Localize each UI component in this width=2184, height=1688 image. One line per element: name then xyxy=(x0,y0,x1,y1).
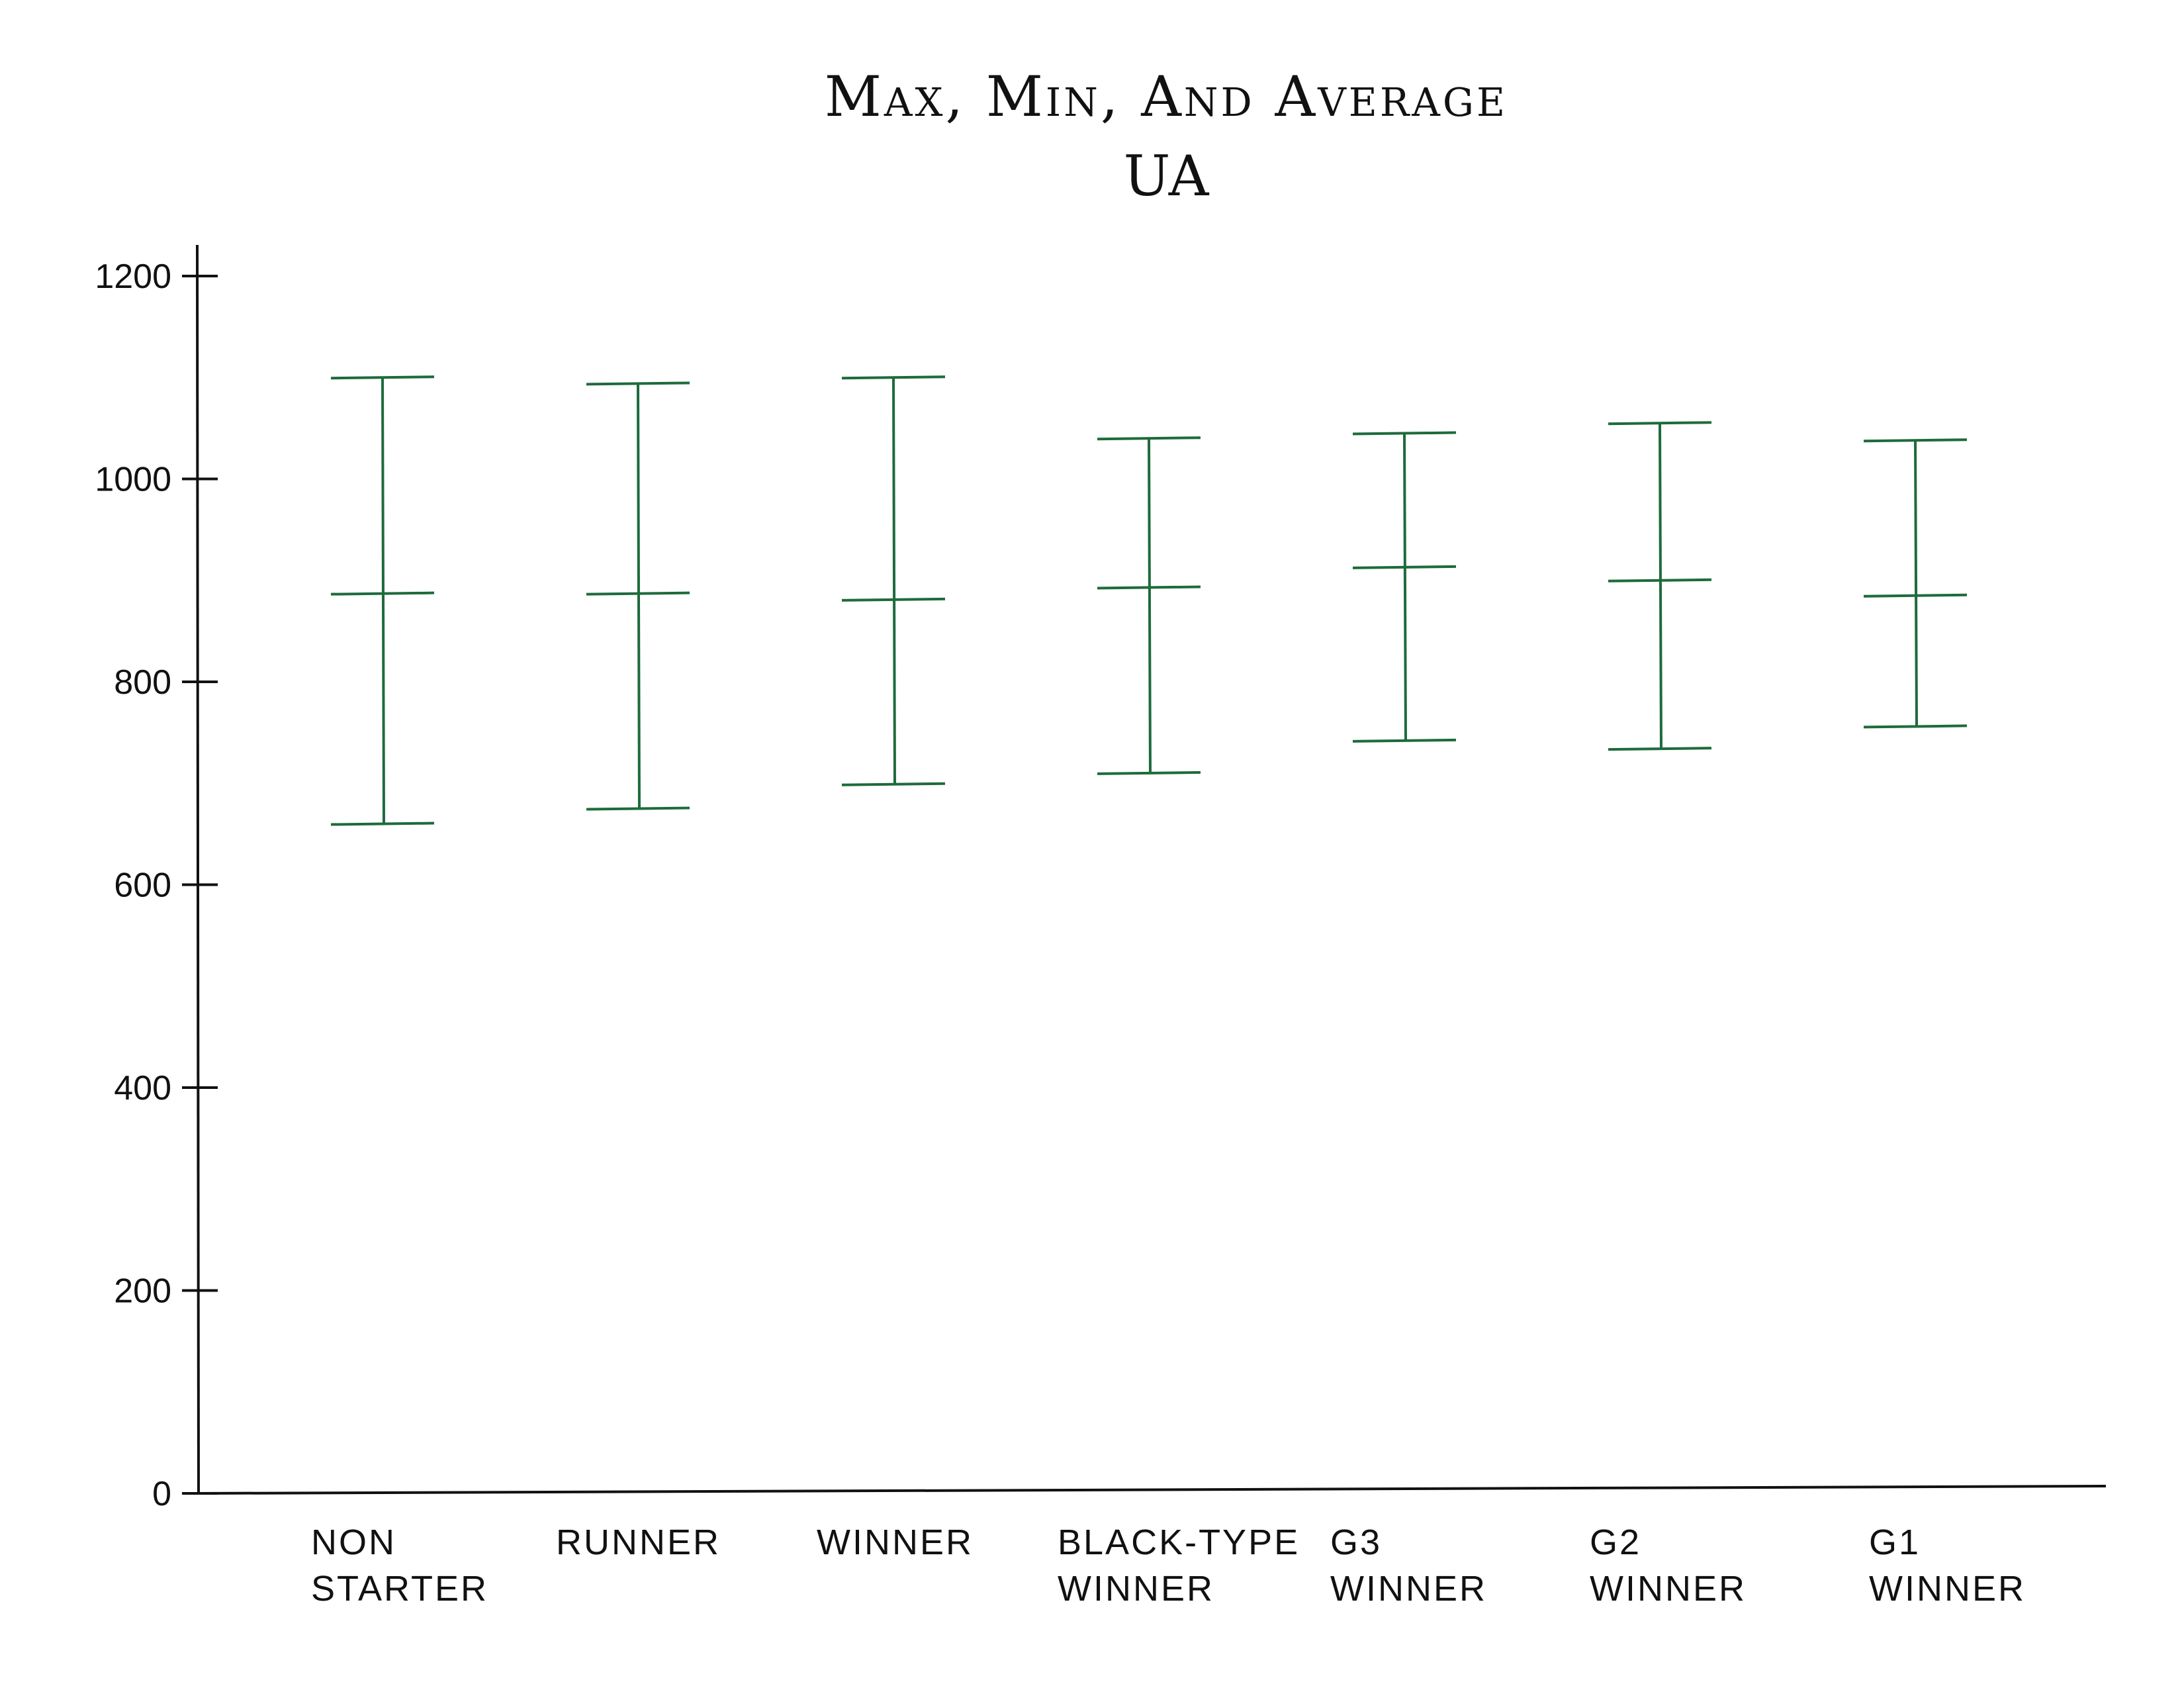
x-tick-label-line: G2 xyxy=(1590,1523,1641,1562)
average-mark xyxy=(1097,585,1201,590)
y-tick-label: 1200 xyxy=(95,258,171,296)
x-axis xyxy=(198,1485,2107,1495)
error-bar xyxy=(1097,436,1201,775)
range-line xyxy=(381,377,385,824)
max-cap xyxy=(1608,421,1712,426)
average-mark xyxy=(586,591,690,596)
min-cap xyxy=(1352,738,1457,743)
x-tick-label: G1 WINNER xyxy=(1869,1523,2026,1609)
chart-title: Max, Min, And Average xyxy=(825,64,1508,129)
y-tick-label: 600 xyxy=(114,867,171,905)
error-bar xyxy=(841,375,946,786)
range-line xyxy=(1914,440,1918,727)
y-tick-label: 0 xyxy=(152,1475,171,1513)
max-cap xyxy=(841,375,946,380)
average-mark xyxy=(330,591,435,596)
x-tick-label-line: STARTER xyxy=(311,1569,488,1609)
x-tick-label-line: WINNER xyxy=(1590,1569,1747,1609)
y-tick-label: 1000 xyxy=(95,461,171,499)
x-tick-label: RUNNER xyxy=(556,1523,721,1562)
min-cap xyxy=(1863,724,1968,729)
average-mark xyxy=(1608,578,1712,583)
x-tick-label-line: WINNER xyxy=(1869,1569,2026,1609)
x-tick-label-line: WINNER xyxy=(817,1523,974,1562)
max-cap xyxy=(1097,436,1201,441)
axes xyxy=(196,244,2107,1495)
x-tick-label-line: G3 xyxy=(1330,1523,1382,1562)
x-tick-label-line: RUNNER xyxy=(556,1523,721,1562)
error-bar xyxy=(1608,421,1712,751)
x-tick-label: NON STARTER xyxy=(311,1523,488,1609)
range-line xyxy=(892,377,896,784)
x-tick-label-line: NON xyxy=(311,1523,396,1562)
y-ticks: 0 200 400 600 800 1000 1200 xyxy=(95,258,218,1513)
error-bars xyxy=(330,375,1968,826)
x-tick-label: G2 WINNER xyxy=(1590,1523,1747,1609)
range-line xyxy=(637,383,641,809)
average-mark xyxy=(841,597,946,602)
x-tick-label-line: BLACK-TYPE xyxy=(1058,1523,1300,1562)
error-bar xyxy=(330,375,435,826)
chart-subtitle: UA xyxy=(1124,144,1210,209)
min-cap xyxy=(330,821,435,826)
max-cap xyxy=(330,375,435,380)
max-cap xyxy=(1863,438,1968,443)
min-cap xyxy=(1097,771,1201,775)
average-mark xyxy=(1863,593,1968,598)
min-cap xyxy=(1608,747,1712,751)
y-axis xyxy=(196,244,200,1494)
y-tick-label: 400 xyxy=(114,1069,171,1107)
range-line xyxy=(1148,438,1152,773)
y-tick-label: 200 xyxy=(114,1272,171,1311)
y-tick-label: 800 xyxy=(114,663,171,702)
average-mark xyxy=(1352,565,1457,569)
x-tick-label: WINNER xyxy=(817,1523,974,1562)
error-bar xyxy=(1863,438,1968,729)
x-tick-label-line: WINNER xyxy=(1330,1569,1487,1609)
min-cap xyxy=(841,782,946,786)
x-tick-label: G3 WINNER xyxy=(1330,1523,1487,1609)
range-line xyxy=(1403,433,1407,741)
min-cap xyxy=(586,806,690,811)
x-tick-label-line: WINNER xyxy=(1058,1569,1214,1609)
max-cap xyxy=(586,381,690,386)
range-line xyxy=(1659,423,1662,749)
x-tick-label-line: G1 xyxy=(1869,1523,1921,1562)
error-bar xyxy=(586,381,690,811)
error-bar xyxy=(1352,431,1457,743)
x-tick-label: BLACK-TYPE WINNER xyxy=(1058,1523,1300,1609)
max-cap xyxy=(1352,431,1457,436)
